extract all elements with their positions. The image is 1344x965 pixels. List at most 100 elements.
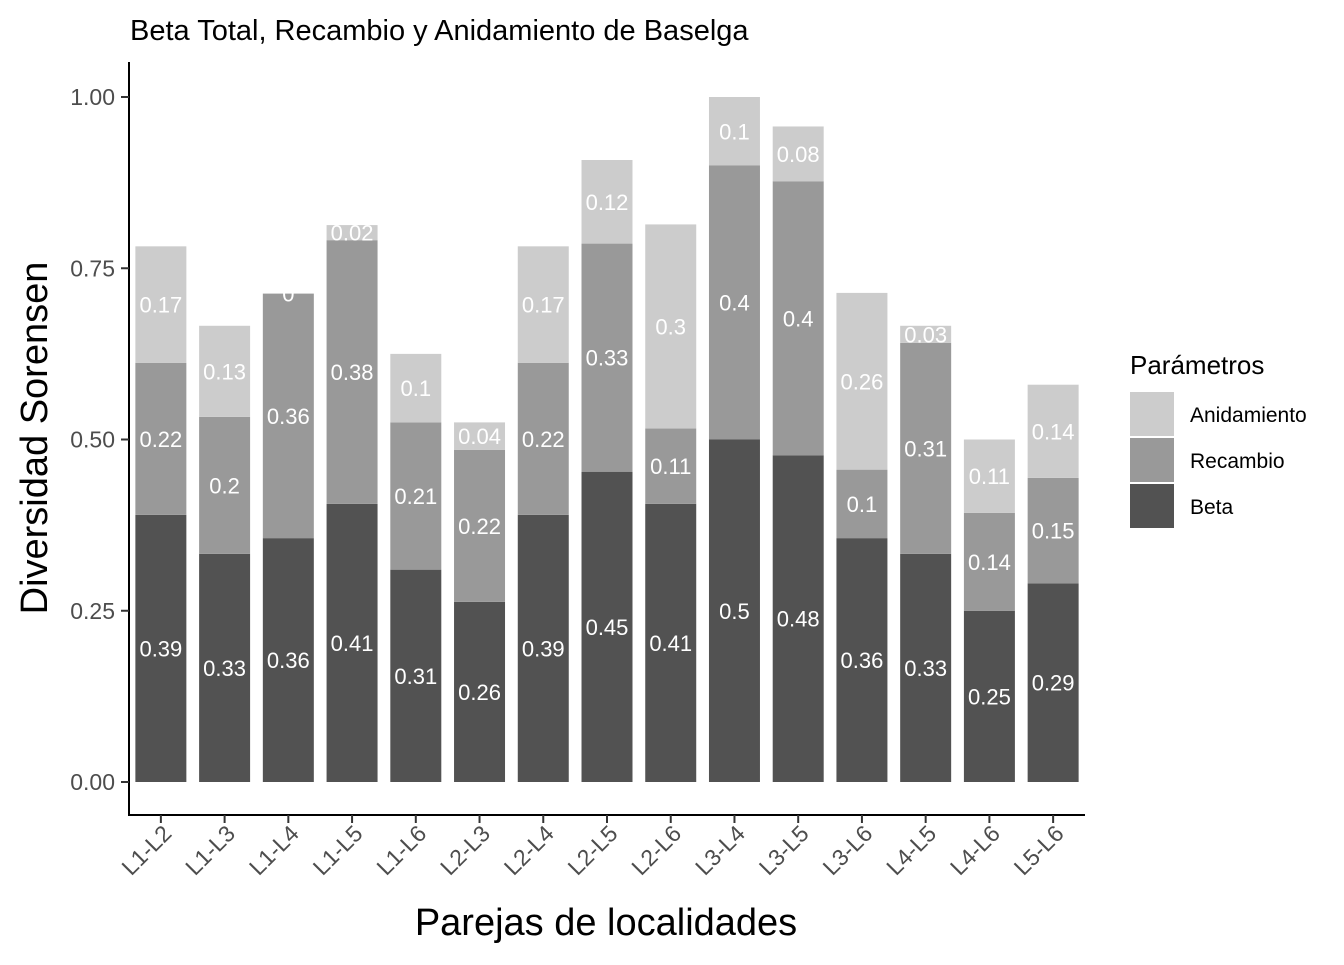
data-label-beta-l3-l4: 0.5 bbox=[719, 599, 750, 624]
data-label-anidamiento-l1-l3: 0.13 bbox=[203, 359, 246, 384]
data-label-beta-l4-l6: 0.25 bbox=[968, 684, 1011, 709]
data-label-beta-l2-l5: 0.45 bbox=[586, 615, 629, 640]
legend-title: Parámetros bbox=[1130, 350, 1264, 380]
x-tick-label-l5-l6: L5-L6 bbox=[1009, 820, 1069, 880]
bar-recambio-l1-l4 bbox=[262, 293, 314, 539]
bar-recambio-l2-l6 bbox=[645, 428, 697, 504]
data-label-anidamiento-l2-l5: 0.12 bbox=[586, 190, 629, 215]
bar-recambio-l1-l5 bbox=[326, 240, 378, 504]
bar-beta-l5-l6 bbox=[1027, 583, 1079, 782]
legend-key-anidamiento bbox=[1130, 392, 1174, 436]
data-label-anidamiento-l2-l3: 0.04 bbox=[458, 424, 501, 449]
bar-anidamiento-l1-l2 bbox=[135, 246, 187, 363]
legend-label-anidamiento: Anidamiento bbox=[1190, 404, 1307, 427]
bars-layer bbox=[135, 97, 1079, 782]
legend-key-beta bbox=[1130, 484, 1174, 528]
bar-recambio-l2-l4 bbox=[517, 362, 569, 515]
data-label-beta-l5-l6: 0.29 bbox=[1032, 671, 1075, 696]
data-label-anidamiento-l3-l5: 0.08 bbox=[777, 142, 820, 167]
bar-recambio-l3-l6 bbox=[836, 469, 888, 539]
data-label-anidamiento-l4-l6: 0.11 bbox=[969, 464, 1010, 489]
bar-beta-l1-l5 bbox=[326, 503, 378, 782]
bar-recambio-l4-l6 bbox=[963, 512, 1015, 611]
data-label-recambio-l1-l6: 0.21 bbox=[394, 484, 437, 509]
bar-anidamiento-l3-l4 bbox=[708, 97, 760, 166]
bar-recambio-l1-l6 bbox=[390, 422, 442, 570]
bar-beta-l1-l2 bbox=[135, 514, 187, 782]
data-label-recambio-l3-l5: 0.4 bbox=[783, 306, 814, 331]
data-label-beta-l2-l3: 0.26 bbox=[458, 680, 501, 705]
bar-recambio-l2-l3 bbox=[454, 449, 506, 602]
bar-beta-l3-l5 bbox=[772, 455, 824, 782]
bar-anidamiento-l3-l6 bbox=[836, 292, 888, 470]
x-axis: L1-L2 L1-L3 L1-L4 L1-L5 L1-L6 L2-L3 L2-L4 L2-L5… bbox=[116, 815, 1069, 880]
bar-beta-l4-l5 bbox=[900, 553, 952, 782]
data-label-beta-l3-l6: 0.36 bbox=[841, 648, 884, 673]
data-label-recambio-l5-l6: 0.15 bbox=[1032, 519, 1075, 544]
x-tick-label-l3-l6: L3-L6 bbox=[817, 820, 877, 880]
bar-anidamiento-l1-l3 bbox=[199, 325, 251, 417]
data-label-beta-l1-l4: 0.36 bbox=[267, 648, 310, 673]
bar-beta-l2-l3 bbox=[454, 601, 506, 782]
bar-labels-layer: 0.39 0.22 0.17 0.33 0.2 0.13 0.36 0.36 0 0.41 0.38… bbox=[139, 119, 1074, 709]
bar-recambio-l3-l4 bbox=[708, 165, 760, 440]
bar-anidamiento-l4-l6 bbox=[963, 439, 1015, 513]
data-label-recambio-l2-l3: 0.22 bbox=[458, 514, 501, 539]
data-label-anidamiento-l2-l4: 0.17 bbox=[522, 293, 565, 318]
bar-anidamiento-l4-l5 bbox=[900, 325, 952, 343]
y-tick-label: 0.75 bbox=[70, 255, 115, 281]
chart-title: Beta Total, Recambio y Anidamiento de Ba… bbox=[130, 15, 749, 47]
x-tick-label-l1-l4: L1-L4 bbox=[244, 820, 304, 880]
bar-beta-l3-l6 bbox=[836, 538, 888, 782]
y-axis: 0.00 0.25 0.50 0.75 1.00 bbox=[70, 84, 129, 795]
data-label-recambio-l1-l4: 0.36 bbox=[267, 404, 310, 429]
bar-recambio-l2-l5 bbox=[581, 243, 633, 472]
y-tick-label: 0.00 bbox=[70, 769, 115, 795]
data-label-anidamiento-l2-l6: 0.3 bbox=[655, 314, 686, 339]
data-label-anidamiento-l1-l5: 0.02 bbox=[331, 221, 374, 246]
data-label-beta-l1-l6: 0.31 bbox=[394, 664, 437, 689]
x-tick-label-l2-l6: L2-L6 bbox=[626, 820, 686, 880]
x-tick-label-l1-l6: L1-L6 bbox=[371, 820, 431, 880]
data-label-recambio-l2-l4: 0.22 bbox=[522, 427, 565, 452]
bar-beta-l4-l6 bbox=[963, 610, 1015, 782]
x-tick-label-l2-l5: L2-L5 bbox=[563, 820, 623, 880]
data-label-recambio-l1-l2: 0.22 bbox=[139, 427, 182, 452]
data-label-beta-l2-l4: 0.39 bbox=[522, 636, 565, 661]
legend-key-recambio bbox=[1130, 438, 1174, 482]
x-tick-label-l2-l3: L2-L3 bbox=[435, 820, 495, 880]
data-label-anidamiento-l1-l2: 0.17 bbox=[139, 293, 182, 318]
x-tick-label-l1-l2: L1-L2 bbox=[116, 820, 176, 880]
bar-anidamiento-l1-l6 bbox=[390, 353, 442, 423]
bar-anidamiento-l2-l5 bbox=[581, 160, 633, 244]
bar-anidamiento-l3-l5 bbox=[772, 126, 824, 182]
y-tick-label: 0.50 bbox=[70, 427, 115, 453]
bar-beta-l2-l6 bbox=[645, 503, 697, 782]
data-label-beta-l3-l5: 0.48 bbox=[777, 607, 820, 632]
x-axis-title: Parejas de localidades bbox=[415, 902, 797, 944]
bar-beta-l1-l4 bbox=[262, 538, 314, 782]
data-label-anidamiento-l1-l4: 0 bbox=[282, 282, 294, 307]
x-tick-label-l3-l4: L3-L4 bbox=[690, 820, 750, 880]
data-label-recambio-l3-l6: 0.1 bbox=[847, 492, 878, 517]
data-label-beta-l2-l6: 0.41 bbox=[649, 631, 692, 656]
bar-beta-l2-l4 bbox=[517, 514, 569, 782]
data-label-beta-l4-l5: 0.33 bbox=[904, 656, 947, 681]
legend-label-beta: Beta bbox=[1190, 496, 1234, 519]
bar-recambio-l3-l5 bbox=[772, 181, 824, 456]
x-tick-label-l2-l4: L2-L4 bbox=[499, 820, 559, 880]
bar-beta-l2-l5 bbox=[581, 471, 633, 782]
data-label-beta-l1-l5: 0.41 bbox=[331, 631, 374, 656]
data-label-anidamiento-l1-l6: 0.1 bbox=[401, 376, 432, 401]
data-label-anidamiento-l3-l6: 0.26 bbox=[841, 369, 884, 394]
bar-anidamiento-l2-l4 bbox=[517, 246, 569, 363]
data-label-recambio-l2-l5: 0.33 bbox=[586, 346, 629, 371]
data-label-beta-l1-l2: 0.39 bbox=[139, 636, 182, 661]
bar-recambio-l4-l5 bbox=[900, 342, 952, 554]
y-tick-label: 0.25 bbox=[70, 598, 115, 624]
bar-anidamiento-l1-l5 bbox=[326, 225, 378, 241]
data-label-anidamiento-l5-l6: 0.14 bbox=[1032, 419, 1075, 444]
bar-beta-l3-l4 bbox=[708, 439, 760, 782]
data-label-recambio-l4-l6: 0.14 bbox=[968, 550, 1011, 575]
